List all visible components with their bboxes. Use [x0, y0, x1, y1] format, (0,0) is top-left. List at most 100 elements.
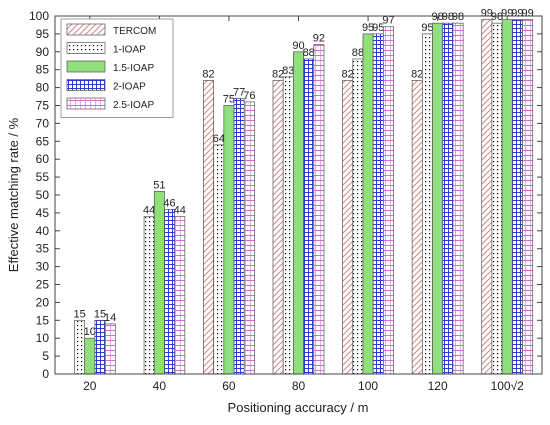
y-tick-label: 65 — [36, 134, 50, 148]
bar-1-5-ioap — [501, 19, 513, 375]
y-tick-label: 80 — [36, 81, 50, 95]
data-label: 44 — [174, 204, 186, 216]
data-label: 99 — [481, 8, 493, 20]
data-label: 15 — [73, 308, 85, 320]
x-tick-label: 120 — [428, 379, 448, 393]
data-label: 64 — [213, 133, 225, 145]
x-tick-label: 40 — [153, 379, 167, 393]
legend-label-2-ioap: 2-IOAP — [113, 82, 146, 93]
bar-2-ioap — [442, 22, 454, 375]
bar-1-5-ioap — [223, 105, 235, 375]
data-label: 98 — [452, 11, 464, 23]
data-label: 82 — [202, 68, 214, 80]
data-label: 46 — [163, 197, 175, 209]
data-label: 98 — [442, 11, 454, 23]
y-axis-title: Effective matching rate / % — [6, 117, 21, 272]
data-label: 82 — [342, 68, 354, 80]
y-tick-label: 40 — [36, 224, 50, 238]
legend-label-2-5-ioap: 2.5-IOAP — [113, 100, 154, 111]
y-tick-label: 100 — [29, 9, 49, 23]
y-tick-label: 45 — [36, 206, 50, 220]
bar-1-5-ioap — [153, 191, 165, 375]
y-tick-label: 0 — [42, 367, 49, 381]
data-label: 98 — [432, 11, 444, 23]
bar-2-5-ioap — [243, 101, 255, 375]
data-label: 92 — [313, 33, 325, 45]
data-label: 44 — [143, 204, 155, 216]
legend-swatch-2-5-ioap — [66, 97, 106, 110]
y-tick-label: 35 — [36, 242, 50, 256]
data-label: 90 — [292, 40, 304, 52]
bar-1-ioap — [491, 22, 503, 375]
bar-2-5-ioap — [174, 216, 186, 375]
bar-1-ioap — [143, 216, 155, 375]
data-label: 88 — [303, 47, 315, 59]
legend-label-1-ioap: 1-IOAP — [113, 45, 146, 56]
x-tick-label: 20 — [83, 379, 97, 393]
bar-2-5-ioap — [522, 19, 534, 375]
bar-1-5-ioap — [362, 33, 374, 375]
x-tick-label: 60 — [222, 379, 236, 393]
bar-1-ioap — [282, 76, 294, 375]
bar-1-5-ioap — [84, 337, 96, 375]
y-tick-label: 60 — [36, 152, 50, 166]
data-label: 77 — [233, 86, 245, 98]
legend-swatch-2-ioap — [66, 79, 106, 91]
data-label: 51 — [153, 179, 165, 191]
data-label: 14 — [104, 312, 116, 324]
data-label: 76 — [243, 90, 255, 102]
bar-1-ioap — [213, 144, 225, 375]
y-tick-label: 5 — [42, 349, 49, 363]
bar-tercom — [411, 80, 423, 375]
bar-tercom — [481, 19, 493, 375]
bar-2-5-ioap — [104, 323, 116, 375]
bar-1-ioap — [352, 58, 364, 375]
bar-tercom — [342, 80, 354, 375]
bar-2-5-ioap — [452, 22, 464, 375]
data-label: 10 — [84, 326, 96, 338]
legend-swatch-tercom — [66, 23, 106, 36]
plot-area-frame — [54, 15, 543, 375]
bar-2-ioap — [94, 319, 106, 375]
x-tick-label: 100√2 — [491, 379, 525, 393]
y-tick-label: 30 — [36, 260, 50, 274]
y-tick-label: 10 — [36, 331, 50, 345]
data-label: 82 — [411, 68, 423, 80]
bar-tercom — [272, 80, 284, 375]
data-label: 97 — [382, 15, 394, 27]
bar-2-ioap — [303, 58, 315, 375]
data-label: 95 — [421, 22, 433, 34]
x-axis-title: Positioning accuracy / m — [228, 400, 369, 415]
data-label: 99 — [521, 8, 533, 20]
y-tick-label: 75 — [36, 99, 50, 113]
data-label: 99 — [501, 8, 513, 20]
data-label: 95 — [362, 22, 374, 34]
legend-swatch-1-5-ioap — [66, 60, 106, 73]
data-label: 15 — [94, 308, 106, 320]
data-label: 98 — [491, 11, 503, 23]
y-tick-label: 85 — [36, 63, 50, 77]
legend-label-1-5-ioap: 1.5-IOAP — [113, 63, 154, 74]
bar-2-ioap — [372, 33, 384, 375]
bar-2-ioap — [164, 208, 176, 375]
bar-2-5-ioap — [383, 26, 394, 375]
bar-tercom — [203, 80, 214, 375]
data-label: 82 — [272, 68, 284, 80]
data-label: 83 — [282, 65, 294, 77]
legend-label-tercom: TERCOM — [113, 26, 156, 37]
y-tick-label: 20 — [36, 295, 50, 309]
bar-1-5-ioap — [293, 51, 304, 375]
y-tick-label: 50 — [36, 188, 50, 202]
y-tick-label: 70 — [36, 116, 50, 130]
data-label: 95 — [372, 22, 384, 34]
legend-swatch-1-ioap — [66, 42, 106, 54]
data-label: 75 — [223, 94, 235, 106]
bar-1-5-ioap — [432, 22, 444, 375]
y-tick-label: 55 — [36, 170, 50, 184]
y-tick-label: 90 — [36, 45, 50, 59]
data-label: 88 — [352, 47, 364, 59]
data-label: 99 — [511, 8, 523, 20]
bar-1-ioap — [421, 33, 433, 375]
y-tick-label: 15 — [36, 313, 50, 327]
